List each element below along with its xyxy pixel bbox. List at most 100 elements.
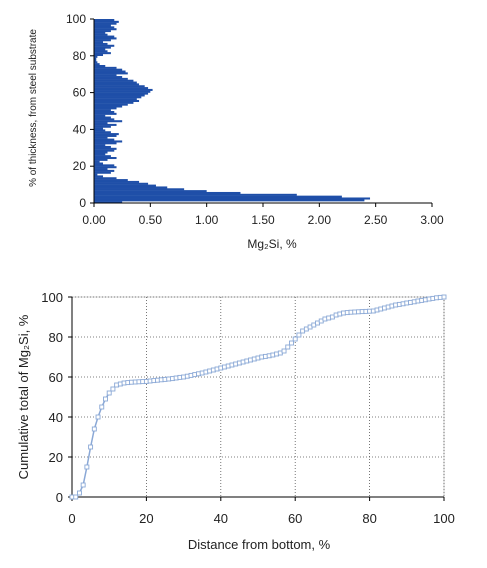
top-histogram-chart: 0 20 40 60 80 100 0.00 0.50 1.00 1.50 2.00 2.50 3.0… — [28, 12, 444, 251]
top-bar — [94, 68, 123, 71]
top-bar — [94, 190, 207, 193]
bottom-y-tick-label: 60 — [49, 370, 63, 385]
bottom-data-point — [281, 348, 287, 354]
top-bar — [94, 81, 137, 84]
top-bar — [94, 31, 106, 34]
top-bars-group — [94, 19, 371, 204]
top-bar — [94, 76, 123, 79]
bottom-y-axis-label: Cumulative total of Mg₂Si, % — [16, 314, 31, 479]
top-bar — [94, 55, 98, 58]
top-bar — [94, 120, 123, 123]
top-bar — [94, 83, 140, 86]
top-y-tick-label: 80 — [73, 49, 87, 63]
top-y-tick-label: 20 — [73, 159, 87, 173]
top-bar — [94, 142, 117, 145]
top-bar — [94, 70, 126, 73]
top-bar — [94, 96, 142, 99]
top-bar — [94, 77, 128, 80]
top-bar — [94, 157, 117, 160]
top-bar — [94, 22, 117, 25]
top-bar — [94, 52, 111, 55]
top-x-axis-label: Mg₂Si, % — [247, 237, 297, 251]
top-bar — [94, 182, 149, 185]
top-bar — [94, 30, 111, 33]
top-bar — [94, 61, 98, 64]
bottom-data-point — [80, 482, 86, 488]
top-bar — [94, 35, 115, 38]
bottom-x-ticks: 0 20 40 60 80 100 — [68, 497, 455, 526]
top-bar — [94, 26, 115, 29]
top-bar — [94, 166, 117, 169]
top-bar — [94, 169, 115, 172]
top-x-tick-label: 1.00 — [195, 213, 219, 227]
top-y-tick-label: 60 — [73, 86, 87, 100]
top-bar — [94, 85, 145, 88]
bottom-plot-frame — [71, 296, 445, 498]
top-bar — [94, 88, 153, 91]
top-bar — [94, 94, 145, 97]
top-bar — [94, 116, 111, 119]
bottom-data-point — [88, 444, 94, 450]
top-bar — [94, 24, 111, 27]
bottom-data-point — [106, 390, 112, 396]
top-bar — [94, 149, 115, 152]
top-x-tick-label: 1.50 — [251, 213, 275, 227]
bottom-y-tick-label: 40 — [49, 410, 63, 425]
top-bar — [94, 101, 134, 104]
top-x-tick-label: 0.00 — [82, 213, 106, 227]
top-bar — [94, 164, 115, 167]
top-bar — [94, 175, 104, 178]
bottom-cumulative-series-markers — [69, 294, 447, 500]
bottom-data-point — [292, 336, 298, 342]
top-bar — [94, 98, 137, 101]
bottom-data-point — [91, 426, 97, 432]
top-bar — [94, 111, 115, 114]
top-bar — [94, 19, 115, 22]
top-bar — [94, 158, 108, 161]
top-x-ticks: 0.00 0.50 1.00 1.50 2.00 2.50 3.00 — [82, 203, 444, 227]
top-bar — [94, 42, 108, 45]
top-bar — [94, 39, 111, 42]
top-bar — [94, 33, 108, 36]
bottom-data-point — [296, 332, 302, 338]
top-bar — [94, 186, 168, 189]
top-bar — [94, 122, 108, 125]
top-bar — [94, 114, 106, 117]
top-bar — [94, 184, 156, 187]
top-bar — [94, 74, 117, 77]
bottom-x-tick-label: 20 — [139, 511, 153, 526]
top-bar — [94, 127, 104, 130]
bottom-y-tick-label: 0 — [56, 490, 63, 505]
top-bar — [94, 140, 123, 143]
top-bar — [94, 50, 108, 53]
bottom-data-point — [76, 490, 82, 496]
top-bar — [94, 103, 128, 106]
top-bar — [94, 41, 104, 44]
top-y-axis-label: % of thickness, from steel substrate — [28, 29, 39, 187]
top-bar — [94, 90, 151, 93]
top-bar — [94, 20, 119, 23]
top-bar — [94, 109, 111, 112]
top-y-tick-label: 0 — [79, 196, 86, 210]
top-bar — [94, 63, 100, 66]
top-bar — [94, 129, 106, 132]
top-bar — [94, 112, 117, 115]
bottom-x-tick-label: 0 — [68, 511, 75, 526]
top-bar — [94, 171, 111, 174]
top-bar — [94, 136, 108, 139]
top-bar — [94, 177, 117, 180]
top-bar — [94, 99, 140, 102]
top-bar — [94, 92, 149, 95]
bottom-data-point — [99, 404, 105, 410]
top-x-tick-label: 3.00 — [420, 213, 444, 227]
top-x-tick-label: 2.50 — [364, 213, 388, 227]
top-bar — [94, 179, 128, 182]
top-bar — [94, 105, 123, 108]
bottom-x-tick-label: 80 — [362, 511, 376, 526]
top-x-tick-label: 2.00 — [308, 213, 332, 227]
top-bar — [94, 155, 111, 158]
top-bar — [94, 44, 115, 47]
bottom-x-tick-label: 60 — [288, 511, 302, 526]
top-bar — [94, 48, 106, 51]
bottom-cumulative-series-line — [72, 296, 445, 498]
